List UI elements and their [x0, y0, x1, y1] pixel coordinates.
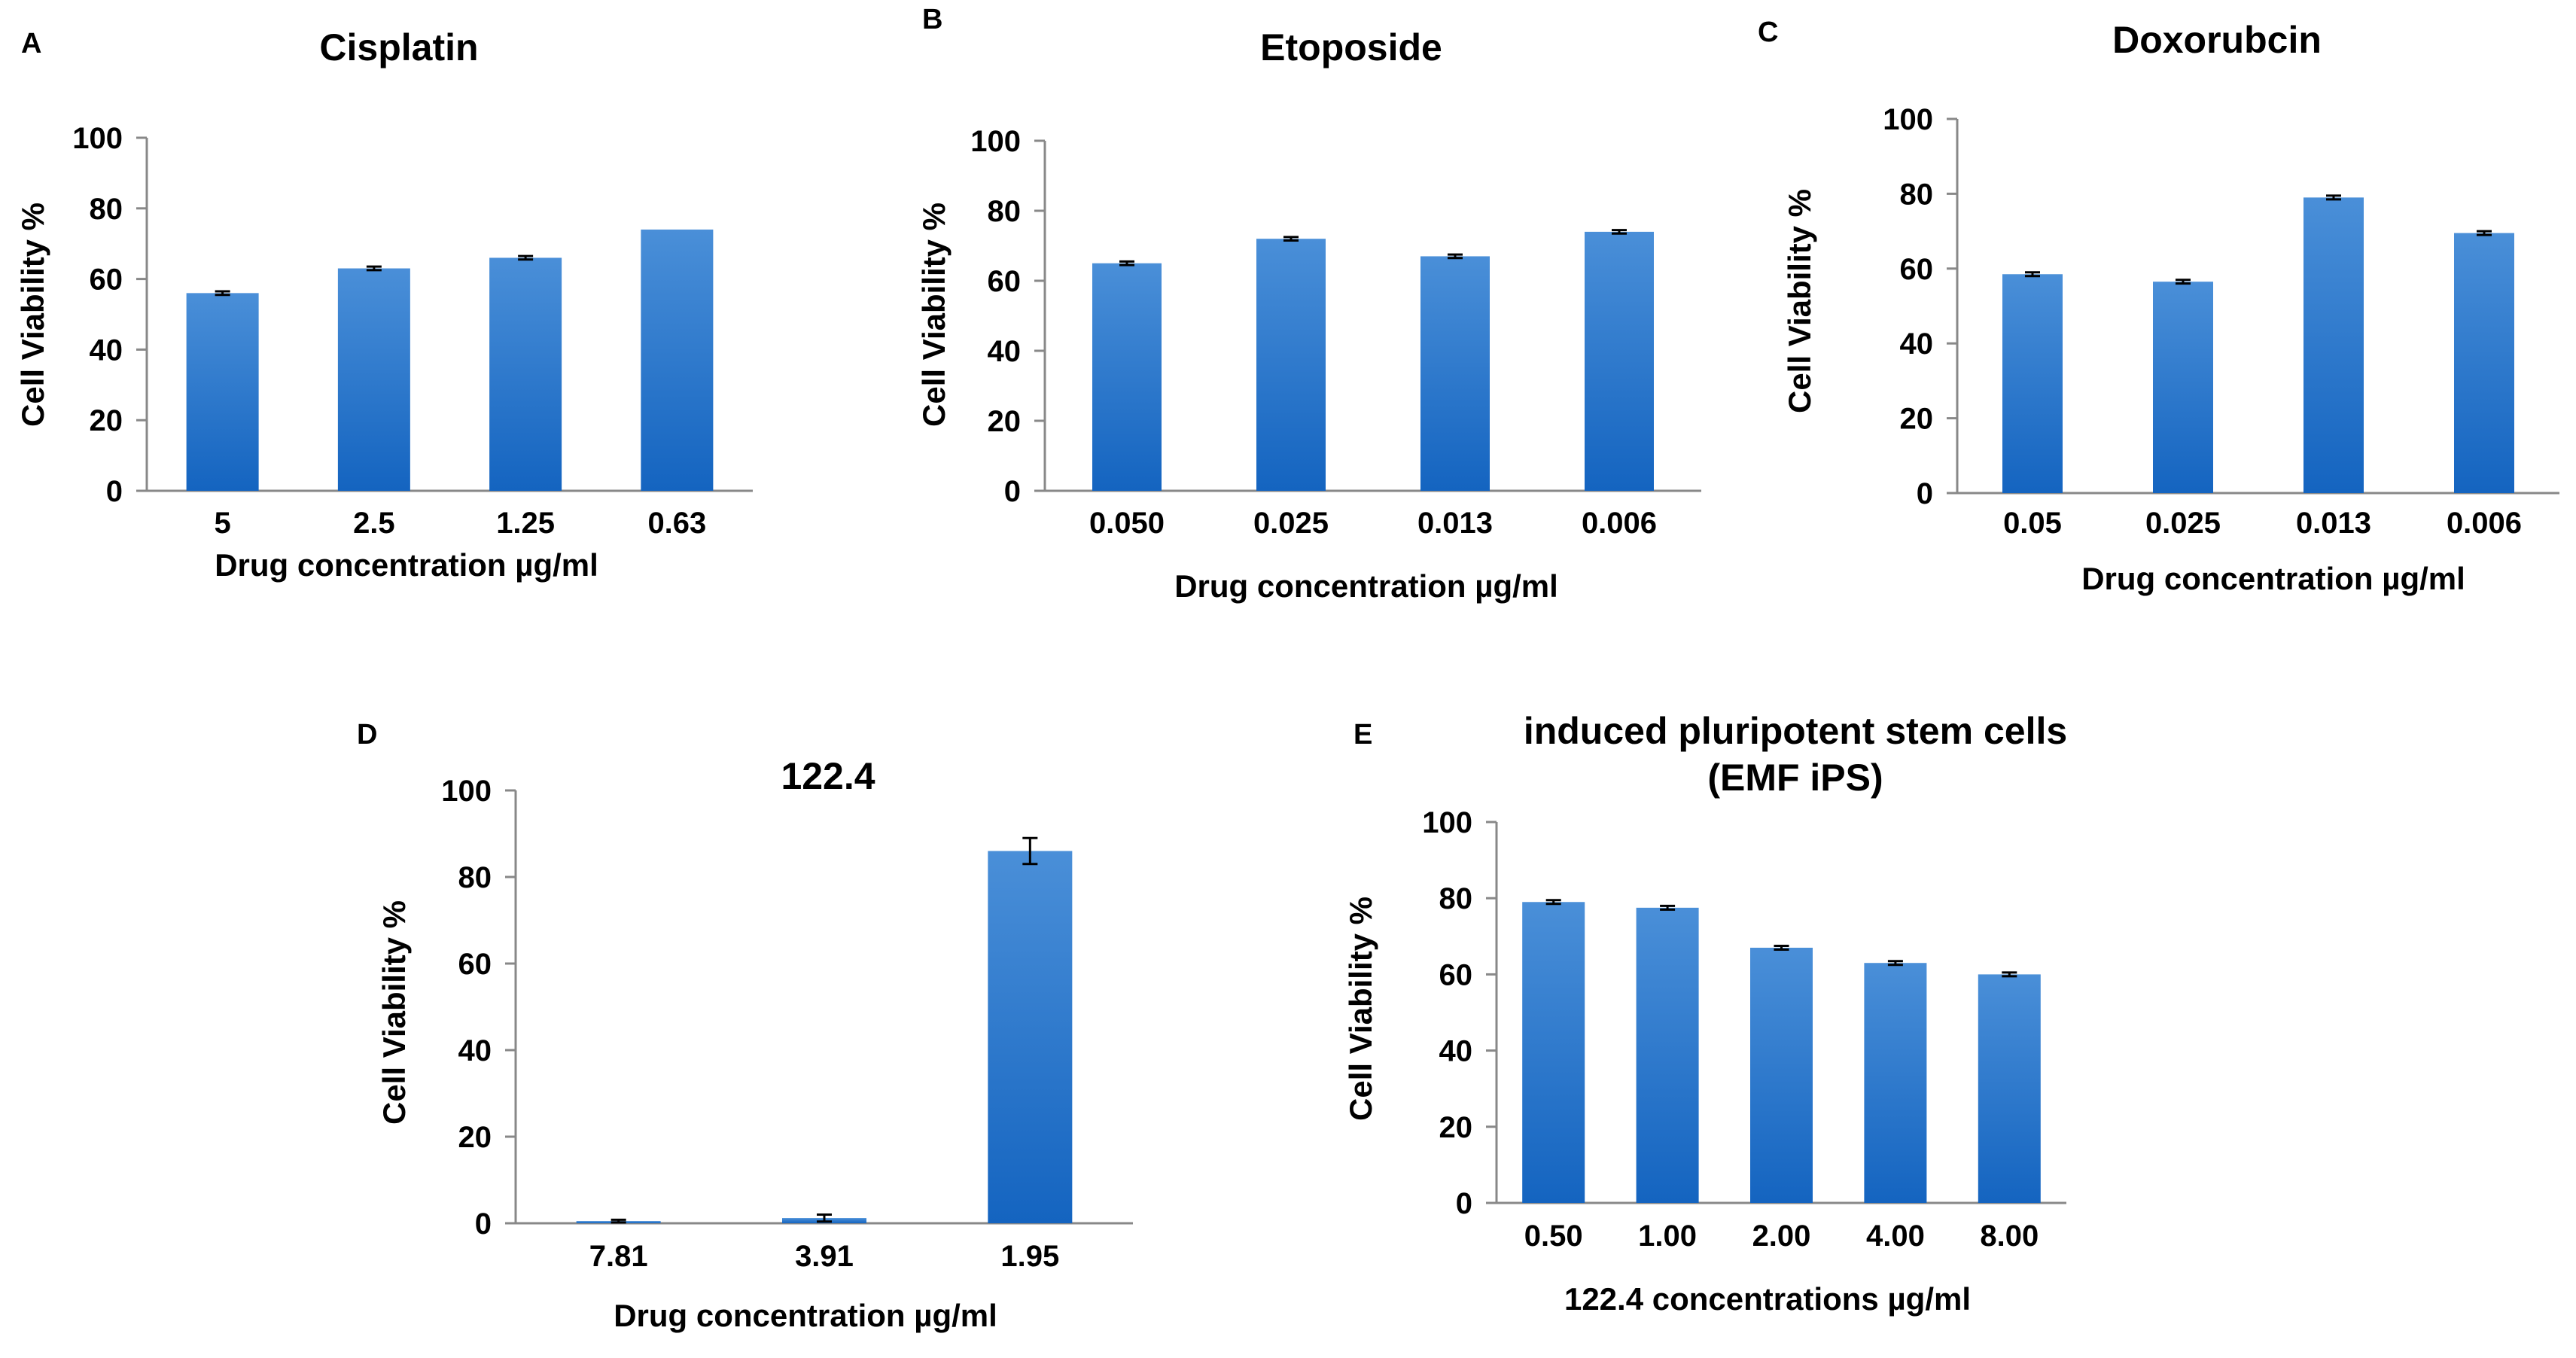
x-tick-label: 2.5 [353, 507, 395, 540]
y-axis-label: Cell Viability % [15, 202, 50, 427]
x-tick-label: 0.006 [1582, 507, 1657, 540]
bar [2454, 233, 2514, 493]
x-tick-label: 0.013 [2296, 507, 2371, 540]
bar [1522, 902, 1585, 1203]
panel-b: B Etoposide 0 20 40 60 80 100 Cell Viability % 0.… [916, 4, 1701, 604]
x-axis-label: 122.4 concentrations µg/ml [1564, 1281, 1971, 1317]
x-tick-label: 0.013 [1417, 507, 1493, 540]
panel-label: A [21, 28, 41, 59]
y-tick-label: 20 [1900, 403, 1934, 436]
y-tick-label: 40 [90, 333, 123, 367]
y-tick-label: 40 [458, 1034, 492, 1067]
y-tick-label: 80 [90, 193, 123, 226]
bar [2002, 274, 2063, 493]
bar [1420, 256, 1490, 491]
y-tick-label: 20 [988, 405, 1022, 438]
bar [1585, 231, 1654, 491]
y-axis-label: Cell Viability % [916, 202, 952, 427]
y-tick-label: 100 [970, 125, 1021, 158]
y-tick-label: 60 [458, 948, 492, 981]
x-tick-label: 0.63 [647, 507, 706, 540]
bar [1978, 974, 2041, 1203]
y-tick-label: 60 [1439, 958, 1473, 991]
bar [2153, 282, 2213, 493]
y-tick-label: 80 [1900, 178, 1934, 211]
x-tick-label: 3.91 [795, 1240, 854, 1273]
x-axis-label: Drug concentration µg/ml [1174, 568, 1558, 604]
x-tick-label: 0.006 [2447, 507, 2522, 540]
x-tick-label: 8.00 [1980, 1219, 2039, 1253]
y-tick-label: 100 [1883, 103, 1933, 136]
y-tick-label: 80 [458, 861, 492, 894]
x-tick-label: 1.25 [496, 507, 555, 540]
y-tick-label: 0 [475, 1207, 492, 1241]
chart-title: 122.4 [781, 755, 875, 797]
chart-title: Cisplatin [319, 26, 478, 69]
bar [1636, 907, 1699, 1203]
y-tick-label: 80 [1439, 882, 1473, 915]
y-tick-label: 40 [1900, 327, 1934, 361]
chart-title: induced pluripotent stem cells [1524, 710, 2067, 752]
x-tick-label: 5 [215, 507, 231, 540]
chart-subtitle: (EMF iPS) [1707, 757, 1883, 799]
x-tick-label: 0.50 [1524, 1219, 1583, 1253]
x-tick-label: 7.81 [589, 1240, 648, 1273]
bar [1092, 263, 1162, 491]
bar [1750, 947, 1813, 1203]
y-tick-label: 0 [1004, 475, 1021, 508]
y-axis-label: Cell Viability % [376, 900, 412, 1125]
y-tick-label: 20 [90, 404, 123, 437]
bar [1864, 963, 1927, 1203]
y-axis-label: Cell Viability % [1782, 189, 1817, 413]
panel-label: B [922, 4, 942, 35]
y-tick-label: 100 [1422, 806, 1472, 839]
y-tick-label: 20 [458, 1121, 492, 1154]
x-tick-label: 0.05 [2003, 507, 2062, 540]
y-tick-label: 0 [106, 475, 123, 508]
x-axis-label: Drug concentration µg/ml [614, 1298, 997, 1333]
y-tick-label: 100 [441, 775, 492, 808]
chart-title: Etoposide [1260, 26, 1442, 69]
bar [489, 257, 562, 491]
y-tick-label: 60 [90, 263, 123, 297]
y-tick-label: 20 [1439, 1111, 1473, 1144]
panel-label: E [1353, 719, 1372, 751]
x-axis-label: Drug concentration µg/ml [215, 547, 598, 583]
x-tick-label: 0.025 [1253, 507, 1329, 540]
bar [988, 851, 1073, 1223]
bar [1256, 239, 1326, 491]
x-tick-label: 4.00 [1866, 1219, 1925, 1253]
y-tick-label: 60 [1900, 253, 1934, 286]
x-tick-label: 2.00 [1752, 1219, 1811, 1253]
y-tick-label: 0 [1917, 477, 1933, 510]
panel-a: A Cisplatin 0 20 40 60 80 100 Cell Viability % 5 2… [15, 26, 753, 583]
bar [337, 268, 410, 491]
x-tick-label: 1.95 [1000, 1240, 1059, 1273]
y-tick-label: 40 [1439, 1035, 1473, 1068]
panel-d: D 122.4 0 20 40 60 80 100 Cell Viability % 7.81 3.… [357, 719, 1133, 1333]
y-tick-label: 100 [72, 122, 123, 155]
bar [186, 293, 259, 491]
x-tick-label: 0.025 [2145, 507, 2221, 540]
panel-c: C Doxorubcin 0 20 40 60 80 100 Cell Viability % 0… [1758, 17, 2559, 596]
y-axis-label: Cell Viability % [1343, 897, 1378, 1121]
y-tick-label: 40 [988, 335, 1022, 368]
bar [641, 229, 714, 491]
chart-title: Doxorubcin [2112, 19, 2322, 61]
y-tick-label: 60 [988, 265, 1022, 298]
y-tick-label: 0 [1456, 1187, 1472, 1220]
panel-label: C [1758, 17, 1778, 48]
bar [2303, 197, 2364, 493]
x-axis-label: Drug concentration µg/ml [2081, 561, 2465, 596]
x-tick-label: 0.050 [1089, 507, 1165, 540]
y-tick-label: 80 [988, 195, 1022, 228]
panel-label: D [357, 719, 377, 751]
x-tick-label: 1.00 [1638, 1219, 1697, 1253]
